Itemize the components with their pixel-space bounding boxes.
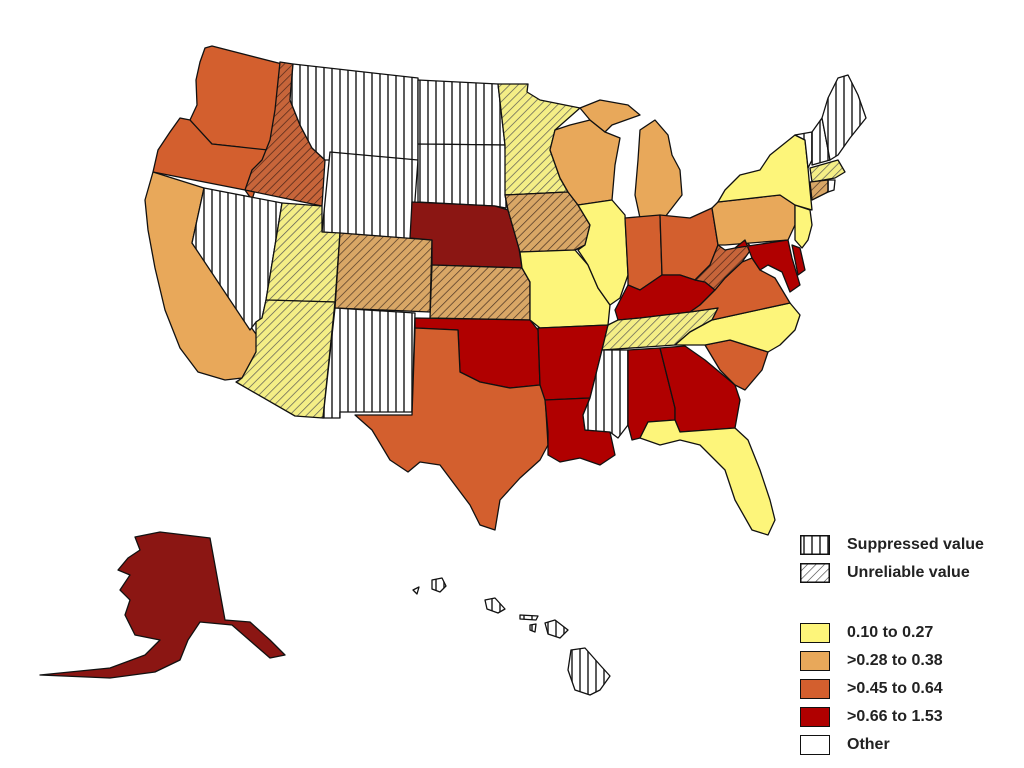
state-hawaii-niihau[interactable]	[412, 586, 420, 595]
legend-label-suppressed: Suppressed value	[847, 536, 984, 553]
state-wyoming[interactable]	[321, 151, 419, 241]
legend-item-other: Other	[800, 734, 890, 756]
bin2-color-swatch	[800, 651, 830, 671]
legend-label-bin1: 0.10 to 0.27	[847, 624, 934, 641]
state-hawaii-molokai[interactable]	[519, 614, 539, 621]
state-new-jersey[interactable]	[794, 204, 813, 249]
state-hawaii-oahu[interactable]	[484, 597, 506, 614]
state-oregon[interactable]	[152, 117, 269, 201]
state-maine[interactable]	[821, 74, 867, 161]
legend-item-unreliable: Unreliable value	[800, 562, 970, 584]
legend-item-bin4: >0.66 to 1.53	[800, 706, 943, 728]
legend-item-bin3: >0.45 to 0.64	[800, 678, 943, 700]
state-vermont[interactable]	[794, 131, 813, 169]
legend-item-suppressed: Suppressed value	[800, 534, 984, 556]
state-pennsylvania[interactable]	[711, 194, 796, 246]
state-texas[interactable]	[354, 327, 549, 531]
state-hawaii-maui[interactable]	[544, 619, 569, 639]
other-color-swatch	[800, 735, 830, 755]
legend-label-bin2: >0.28 to 0.38	[847, 652, 943, 669]
bin4-color-swatch	[800, 707, 830, 727]
unreliable-pattern-swatch	[800, 563, 830, 583]
state-rhode-island[interactable]	[827, 179, 836, 193]
state-massachusetts[interactable]	[809, 159, 846, 183]
bin1-color-swatch	[800, 623, 830, 643]
state-hawaii-lanai[interactable]	[529, 623, 537, 633]
bin3-color-swatch	[800, 679, 830, 699]
legend-item-bin1: 0.10 to 0.27	[800, 622, 933, 644]
legend-item-bin2: >0.28 to 0.38	[800, 650, 943, 672]
state-connecticut[interactable]	[809, 179, 829, 201]
state-michigan[interactable]	[579, 99, 683, 219]
state-georgia[interactable]	[659, 345, 741, 433]
state-wisconsin[interactable]	[549, 119, 621, 206]
legend-label-unreliable: Unreliable value	[847, 564, 970, 581]
state-colorado[interactable]	[334, 232, 433, 313]
state-south-dakota[interactable]	[417, 143, 507, 209]
state-illinois[interactable]	[577, 199, 629, 306]
suppressed-pattern-swatch	[800, 535, 830, 555]
state-alaska[interactable]	[39, 531, 286, 679]
state-north-dakota[interactable]	[417, 79, 506, 146]
state-north-carolina[interactable]	[674, 302, 801, 353]
legend-label-bin3: >0.45 to 0.64	[847, 680, 943, 697]
state-hawaii-kauai[interactable]	[431, 577, 447, 593]
state-maryland[interactable]	[734, 239, 801, 293]
state-kansas[interactable]	[429, 264, 531, 321]
state-delaware[interactable]	[791, 244, 806, 276]
legend-label-other: Other	[847, 736, 890, 753]
state-hawaii-big-island[interactable]	[567, 647, 611, 696]
legend-label-bin4: >0.66 to 1.53	[847, 708, 943, 725]
state-new-mexico[interactable]	[322, 307, 416, 419]
state-florida[interactable]	[639, 419, 776, 536]
